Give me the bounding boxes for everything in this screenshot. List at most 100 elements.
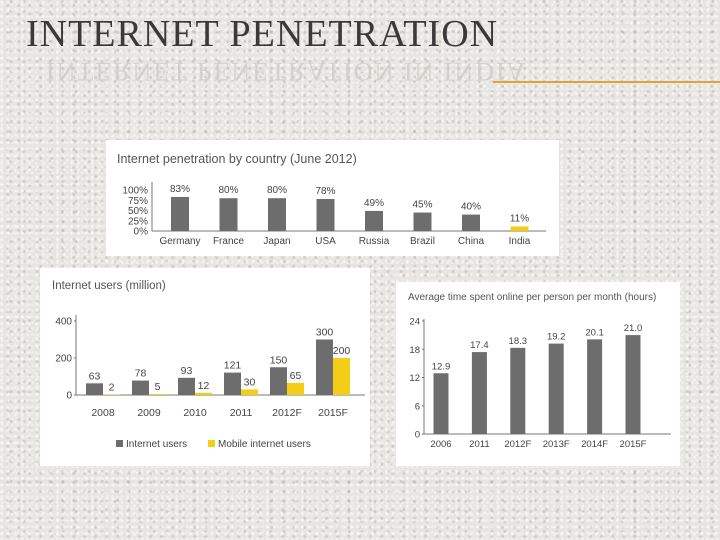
accent-line <box>493 81 720 83</box>
bar <box>625 335 641 434</box>
data-label: 45% <box>412 200 432 211</box>
users-panel: Internet users (million) 0 200 400 63 2 2008 78… <box>40 268 370 466</box>
chart-title: Internet users (million) <box>52 280 166 292</box>
bar <box>149 394 166 395</box>
data-label: 49% <box>364 198 384 209</box>
y-tick-label: 100% <box>122 186 148 197</box>
data-label: 20.1 <box>585 327 604 338</box>
y-tick-label: 400 <box>55 317 72 328</box>
title-reflection: INTERNET PENETRATION IN INDIA <box>46 57 528 86</box>
data-label: 17.4 <box>470 340 489 351</box>
category-label: 2015F <box>620 439 647 450</box>
bar <box>333 358 350 395</box>
bar <box>287 382 304 395</box>
bar <box>224 372 241 395</box>
category-label: 2011 <box>469 439 489 450</box>
y-tick-label: 24 <box>409 317 420 328</box>
data-label: 12.9 <box>432 361 451 372</box>
bar <box>365 210 383 231</box>
data-label: 300 <box>316 327 334 339</box>
title-area: INTERNET PENETRATION INTERNET PENETRATIO… <box>26 12 586 86</box>
category-label: France <box>213 236 245 247</box>
data-label: 93 <box>181 365 193 377</box>
category-label: 2009 <box>137 407 161 419</box>
bar <box>587 339 603 434</box>
bar <box>268 198 286 231</box>
category-label: Brazil <box>410 236 435 247</box>
category-label: 2012F <box>272 407 302 419</box>
bar <box>132 380 149 395</box>
category-label: USA <box>315 236 336 247</box>
category-label: China <box>458 236 485 247</box>
category-label: India <box>509 236 531 247</box>
y-tick-label: 0% <box>134 227 149 238</box>
bar <box>433 373 449 434</box>
legend-label: Internet users <box>126 439 187 450</box>
data-label: 21.0 <box>624 323 643 334</box>
bar <box>471 352 487 434</box>
bar <box>241 389 258 395</box>
y-tick-label: 200 <box>55 354 72 365</box>
bar <box>462 214 480 231</box>
y-tick-label: 0 <box>66 391 72 402</box>
category-label: Germany <box>159 236 200 247</box>
category-label: 2013F <box>543 439 570 450</box>
legend-label: Mobile internet users <box>218 439 311 450</box>
data-label: 30 <box>244 376 256 388</box>
chart-title: Internet penetration by country (June 20… <box>117 152 357 166</box>
y-tick-label: 0 <box>415 430 420 441</box>
data-label: 80% <box>218 185 238 196</box>
penetration-chart: Internet penetration by country (June 20… <box>117 152 546 247</box>
category-label: 2008 <box>91 407 115 419</box>
y-tick-label: 6 <box>415 401 420 412</box>
category-label: 2012F <box>504 439 531 450</box>
bar <box>195 392 212 395</box>
y-tick-label: 25% <box>128 216 148 227</box>
y-tick-label: 50% <box>128 206 148 217</box>
category-label: Japan <box>263 236 290 247</box>
data-label: 200 <box>333 345 351 357</box>
category-label: Russia <box>359 236 390 247</box>
data-label: 150 <box>270 354 288 366</box>
category-label: 2010 <box>183 407 207 419</box>
time-online-panel: Average time spent online per person per… <box>396 282 680 466</box>
bar <box>171 196 189 231</box>
bar <box>548 343 564 434</box>
penetration-panel: Internet penetration by country (June 20… <box>106 140 559 256</box>
bar <box>86 383 103 395</box>
legend-swatch <box>116 440 123 447</box>
page-title: INTERNET PENETRATION <box>26 13 499 55</box>
y-tick-label: 75% <box>128 196 148 207</box>
category-label: 2006 <box>430 439 451 450</box>
category-label: 2014F <box>581 439 608 450</box>
category-label: 2015F <box>318 407 348 419</box>
users-chart: Internet users (million) 0 200 400 63 2 2008 78… <box>52 280 365 450</box>
category-label: 2011 <box>230 407 253 419</box>
bar <box>316 199 335 231</box>
data-label: 12 <box>198 380 210 392</box>
time-online-chart: Average time spent online per person per… <box>408 292 671 450</box>
data-label: 18.3 <box>509 336 528 347</box>
bar <box>510 347 526 434</box>
data-label: 121 <box>224 360 242 372</box>
data-label: 78% <box>315 186 335 197</box>
data-label: 40% <box>461 202 481 213</box>
data-label: 78 <box>135 368 147 380</box>
bar <box>219 198 238 231</box>
y-tick-label: 18 <box>409 345 420 356</box>
data-label: 2 <box>109 382 115 394</box>
bar <box>270 367 287 395</box>
y-tick-label: 12 <box>409 373 420 384</box>
data-label: 5 <box>155 381 161 393</box>
data-label: 11% <box>510 213 529 224</box>
chart-title: Average time spent online per person per… <box>408 292 656 303</box>
bar <box>510 226 529 231</box>
data-label: 19.2 <box>547 332 566 343</box>
data-label: 65 <box>290 370 302 382</box>
data-label: 63 <box>89 370 101 382</box>
legend-swatch <box>208 440 215 447</box>
bar <box>316 339 333 395</box>
data-label: 83% <box>170 184 190 195</box>
data-label: 80% <box>267 185 287 196</box>
bar <box>178 377 195 395</box>
